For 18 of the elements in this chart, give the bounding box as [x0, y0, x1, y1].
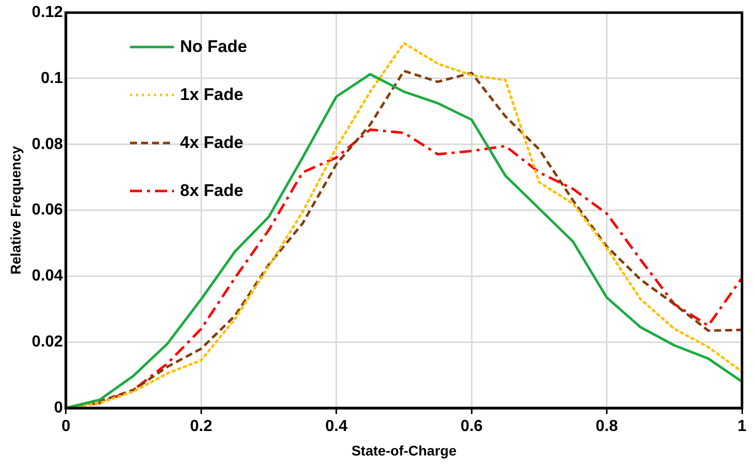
- legend-label: 8x Fade: [180, 181, 244, 201]
- legend-label: 4x Fade: [180, 133, 244, 153]
- y-tick-label: 0: [54, 399, 64, 416]
- y-tick-label: 0.08: [32, 136, 64, 153]
- legend-label: 1x Fade: [180, 85, 244, 105]
- legend-label: No Fade: [180, 37, 248, 57]
- y-tick-label: 0.02: [32, 334, 64, 351]
- y-tick-label: 0.06: [32, 202, 64, 219]
- x-tick-label: 0.6: [460, 418, 483, 436]
- y-axis-title: Relative Frequency: [7, 146, 24, 274]
- x-tick-label: 0.4: [325, 418, 348, 436]
- x-tick-label: 0.8: [596, 418, 618, 436]
- y-tick-label: 0.04: [32, 268, 64, 285]
- x-tick-label: 0.2: [190, 418, 212, 436]
- x-tick-label: 1: [738, 418, 747, 436]
- x-axis-title: State-of-Charge: [351, 442, 457, 458]
- y-tick-label: 0.12: [32, 4, 64, 22]
- y-tick-label: 0.1: [40, 70, 64, 87]
